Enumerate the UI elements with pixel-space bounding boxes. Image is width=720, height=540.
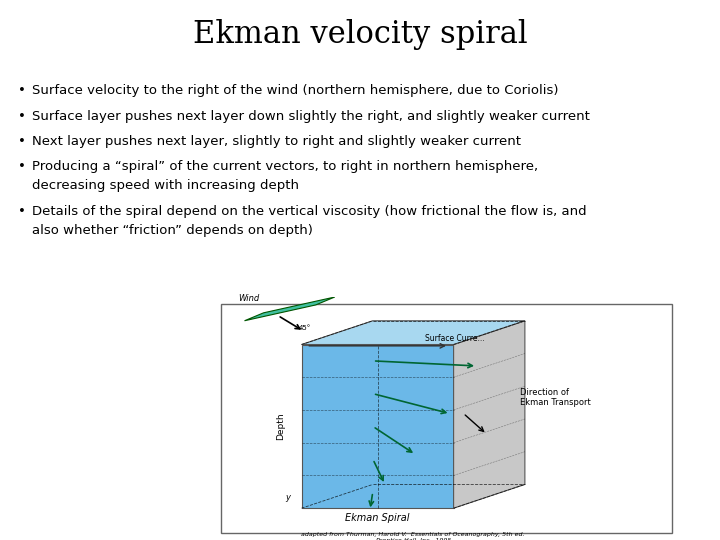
Polygon shape (302, 321, 525, 345)
Polygon shape (245, 297, 335, 321)
Text: 45°: 45° (300, 325, 312, 331)
Text: Details of the spiral depend on the vertical viscosity (how frictional the flow : Details of the spiral depend on the vert… (32, 205, 587, 218)
Text: Direction of: Direction of (520, 388, 569, 397)
Text: Ekman Spiral: Ekman Spiral (346, 514, 410, 523)
Text: also whether “friction” depends on depth): also whether “friction” depends on depth… (32, 224, 313, 237)
Text: Surface layer pushes next layer down slightly the right, and slightly weaker cur: Surface layer pushes next layer down sli… (32, 110, 590, 123)
Text: decreasing speed with increasing depth: decreasing speed with increasing depth (32, 179, 300, 192)
Polygon shape (454, 321, 525, 508)
Text: Next layer pushes next layer, slightly to right and slightly weaker current: Next layer pushes next layer, slightly t… (32, 135, 521, 148)
Text: •: • (18, 160, 26, 173)
Text: Ekman Transport: Ekman Transport (520, 398, 591, 407)
Text: Surface Curre...: Surface Curre... (425, 334, 485, 342)
Text: Depth: Depth (276, 413, 284, 440)
Text: •: • (18, 205, 26, 218)
Text: y: y (285, 493, 289, 502)
Text: Producing a “spiral” of the current vectors, to right in northern hemisphere,: Producing a “spiral” of the current vect… (32, 160, 539, 173)
Text: •: • (18, 110, 26, 123)
Polygon shape (302, 345, 454, 508)
Text: Surface velocity to the right of the wind (northern hemisphere, due to Coriolis): Surface velocity to the right of the win… (32, 84, 559, 97)
Text: adapted from Thurman, Harold V.  Essentials of Oceanography, 5th ed.
Prentice-Ha: adapted from Thurman, Harold V. Essentia… (302, 532, 525, 540)
Text: Ekman velocity spiral: Ekman velocity spiral (193, 19, 527, 50)
Text: •: • (18, 84, 26, 97)
Text: Wind: Wind (238, 294, 260, 303)
Text: •: • (18, 135, 26, 148)
